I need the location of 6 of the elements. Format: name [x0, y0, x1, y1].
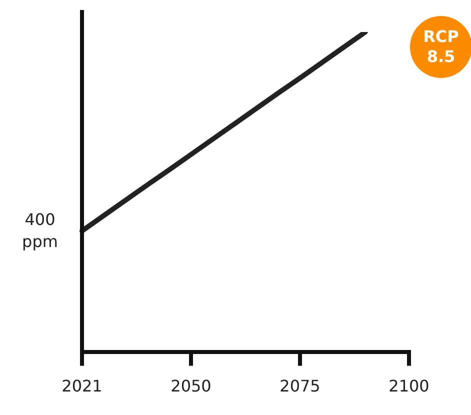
x-tick-label: 2021 — [62, 376, 102, 396]
x-tick-label: 2075 — [280, 376, 320, 396]
x-tick-label: 2050 — [170, 376, 212, 396]
text: 400 ppm — [21, 208, 59, 253]
x-tick-label: 2100 — [388, 376, 430, 396]
circle-badge: RCP 8.5 — [410, 16, 471, 78]
